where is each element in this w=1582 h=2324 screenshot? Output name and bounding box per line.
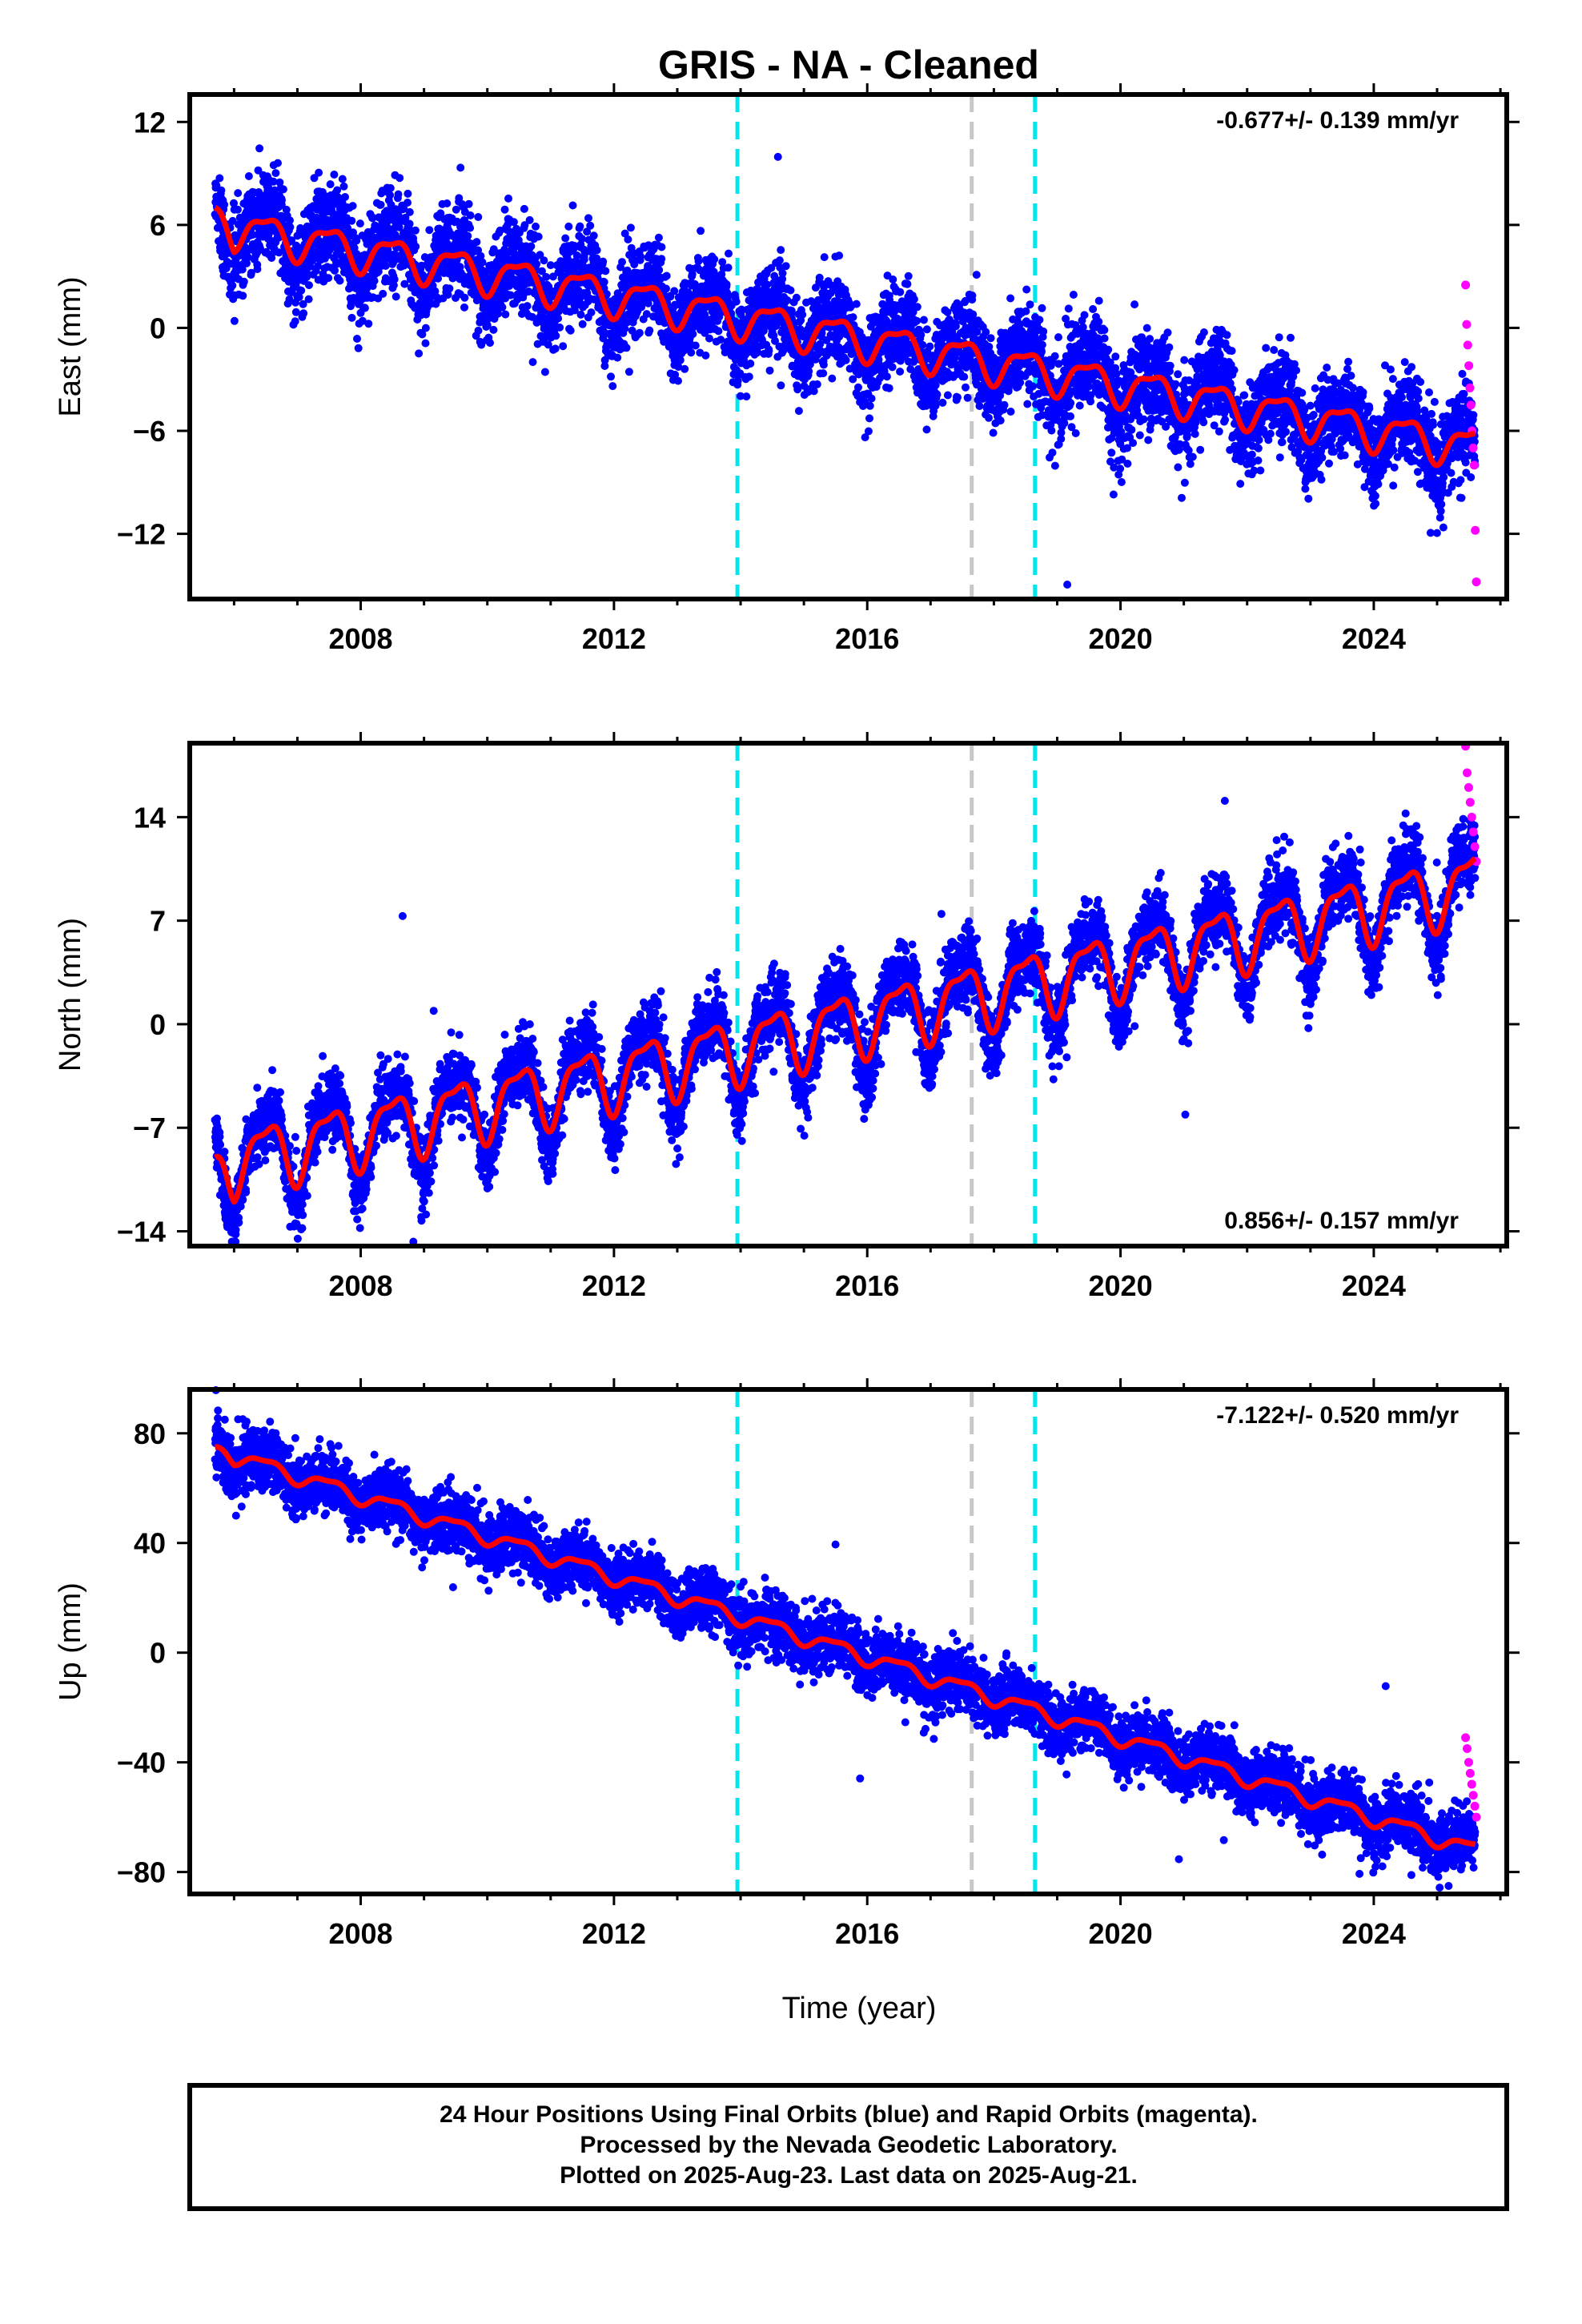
final-orbit-points [211,1386,1480,1892]
rapid-orbit-point [1468,443,1478,452]
x-tick-label: 2008 [328,1269,392,1302]
footer-line: Processed by the Nevada Geodetic Laborat… [580,2132,1117,2158]
footer-line: 24 Hour Positions Using Final Orbits (bl… [440,2101,1258,2128]
rapid-orbit-point [1463,768,1472,778]
footer-box: 24 Hour Positions Using Final Orbits (bl… [187,2083,1509,2211]
x-tick-label: 2016 [835,1917,899,1950]
y-tick-label: 0 [150,312,166,344]
final-orbit-points [211,797,1480,1246]
rapid-orbit-point [1471,525,1480,535]
y-tick-label: −40 [117,1747,166,1779]
rapid-orbit-point [1465,1768,1475,1778]
rate-label: -0.677+/- 0.139 mm/yr [1216,107,1459,134]
panel-up: 2008 2012 2016 2020 2024 80 40 0 −40 −80 -7.122+/… [54,1378,1520,1950]
x-tick-label: 2016 [835,1269,899,1302]
x-tick-label: 2008 [328,622,392,655]
rapid-orbit-points [1461,280,1481,587]
y-tick-label: 40 [134,1527,166,1560]
y-tick-label: −14 [117,1216,166,1248]
y-axis-label: East (mm) [54,276,87,416]
x-tick-label: 2024 [1342,1269,1406,1302]
rapid-orbit-point [1467,812,1476,822]
rapid-orbit-point [1469,460,1479,470]
final-orbit-marks [211,1386,1480,1892]
final-orbit-marks [211,144,1480,589]
axis-ticks: 2008 2012 2016 2020 2024 12 6 0 −6 −12 [117,83,1520,655]
rapid-orbit-point [1462,320,1472,329]
panel-north: 2008 2012 2016 2020 2024 14 7 0 −7 −14 0.856+/- 0… [54,732,1520,1302]
rate-label: -7.122+/- 0.520 mm/yr [1216,1402,1459,1429]
axis-ticks: 2008 2012 2016 2020 2024 80 40 0 −40 −80 [117,1378,1520,1950]
y-tick-label: 80 [134,1417,166,1450]
rapid-orbit-point [1467,1779,1476,1789]
y-axis-label: Up (mm) [54,1582,87,1701]
footer-frame [187,2083,1509,2211]
x-tick-label: 2020 [1089,1917,1153,1950]
final-orbit-points [211,144,1480,589]
model-curve [213,205,1477,468]
rapid-orbit-point [1463,340,1472,350]
rapid-orbit-point [1466,400,1476,410]
rapid-orbit-point [1463,1744,1472,1754]
footer-line: Plotted on 2025-Aug-23. Last data on 202… [560,2162,1138,2189]
x-tick-label: 2024 [1342,1917,1406,1950]
rapid-orbit-points [1461,1733,1481,1822]
y-tick-label: 7 [150,905,166,938]
x-tick-label: 2008 [328,1917,392,1950]
panel-east: 2008 2012 2016 2020 2024 12 6 0 −6 −12 -0.677+/- … [54,83,1520,655]
x-tick-label: 2024 [1342,622,1406,655]
x-tick-label: 2012 [582,622,646,655]
rapid-orbit-point [1464,782,1473,792]
rapid-orbit-point [1461,280,1471,290]
final-orbit-marks [211,797,1480,1246]
rapid-orbit-point [1470,1801,1480,1811]
model-curve [213,1444,1477,1851]
y-tick-label: 6 [150,209,166,242]
rapid-orbit-point [1468,1791,1478,1800]
x-axis-label: Time (year) [782,1992,937,2025]
figure-title: GRIS - NA - Cleaned [658,42,1039,87]
x-tick-label: 2012 [582,1917,646,1950]
y-tick-label: −7 [133,1112,166,1144]
rate-label: 0.856+/- 0.157 mm/yr [1224,1208,1459,1234]
rapid-orbit-point [1465,798,1475,807]
rapid-orbit-point [1461,1733,1471,1743]
rapid-orbit-point [1468,827,1478,837]
rapid-orbit-point [1464,1758,1473,1767]
axis-ticks: 2008 2012 2016 2020 2024 14 7 0 −7 −14 [117,732,1520,1302]
rapid-orbit-point [1470,842,1480,851]
plot-frame [187,741,1509,1248]
rapid-orbit-point [1472,577,1481,587]
y-tick-label: 0 [150,1637,166,1670]
x-tick-label: 2016 [835,622,899,655]
plot-frame [187,1387,1509,1896]
y-tick-label: 0 [150,1008,166,1041]
x-tick-label: 2020 [1089,622,1153,655]
y-tick-label: 12 [134,106,166,139]
y-tick-label: −80 [117,1856,166,1889]
rapid-orbit-point [1465,383,1475,392]
x-tick-label: 2012 [582,1269,646,1302]
rapid-orbit-point [1464,361,1474,371]
y-tick-label: −6 [133,415,166,448]
x-tick-label: 2020 [1089,1269,1153,1302]
y-tick-label: −12 [117,518,166,551]
y-tick-label: 14 [134,801,166,834]
y-axis-label: North (mm) [54,918,87,1072]
model-curve [213,856,1477,1205]
rapid-orbit-point [1472,1812,1481,1822]
plot-frame [187,92,1509,601]
